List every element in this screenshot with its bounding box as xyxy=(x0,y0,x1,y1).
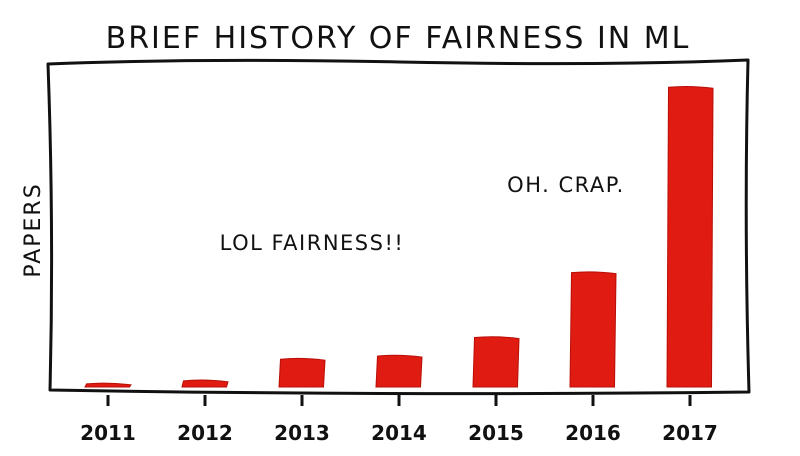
tick-label-2013: 2013 xyxy=(274,421,330,445)
y-axis-label: PAPERS xyxy=(21,182,46,277)
tick-label-2012: 2012 xyxy=(177,421,233,445)
bar-2016 xyxy=(569,271,617,388)
bar-2013 xyxy=(278,357,326,388)
annotation-lol-fairness: LOL FAIRNESS!! xyxy=(220,231,405,255)
chart-title: BRIEF HISTORY OF FAIRNESS IN ML xyxy=(106,21,691,56)
bar-2014 xyxy=(375,354,423,388)
tick-label-2015: 2015 xyxy=(468,421,524,445)
bar-2017 xyxy=(666,85,714,388)
tick-label-2011: 2011 xyxy=(80,421,136,445)
bar-2015 xyxy=(472,336,520,388)
tick-label-2014: 2014 xyxy=(371,421,427,445)
x-ticks-group: 2011 2012 2013 2014 2015 2016 2017 xyxy=(80,395,718,445)
tick-label-2017: 2017 xyxy=(662,421,718,445)
bars-group xyxy=(84,85,714,388)
bar-2012 xyxy=(181,379,229,388)
tick-label-2016: 2016 xyxy=(565,421,621,445)
annotation-oh-crap: OH. CRAP. xyxy=(507,173,625,197)
plot-frame xyxy=(46,58,751,396)
bar-2011 xyxy=(84,382,132,388)
